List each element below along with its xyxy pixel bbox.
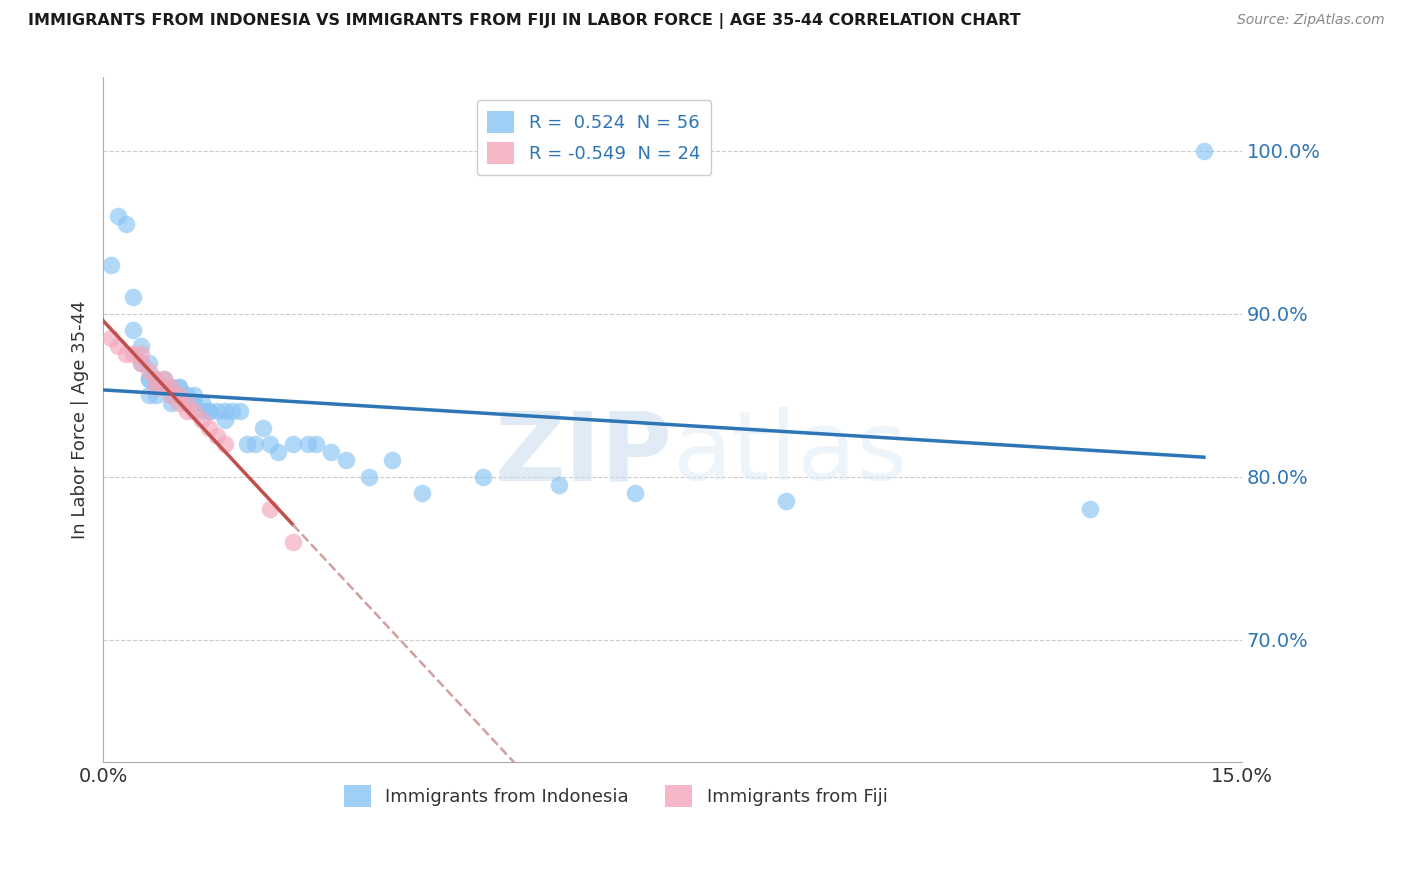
Point <box>145 388 167 402</box>
Text: IMMIGRANTS FROM INDONESIA VS IMMIGRANTS FROM FIJI IN LABOR FORCE | AGE 35-44 COR: IMMIGRANTS FROM INDONESIA VS IMMIGRANTS … <box>28 13 1021 29</box>
Text: atlas: atlas <box>672 408 908 500</box>
Point <box>167 396 190 410</box>
Y-axis label: In Labor Force | Age 35-44: In Labor Force | Age 35-44 <box>72 301 89 539</box>
Point <box>153 380 176 394</box>
Point <box>167 388 190 402</box>
Point <box>122 323 145 337</box>
Point <box>129 355 152 369</box>
Point <box>160 380 183 394</box>
Point <box>145 380 167 394</box>
Point <box>176 396 198 410</box>
Point <box>243 437 266 451</box>
Point <box>229 404 252 418</box>
Point <box>183 396 205 410</box>
Point <box>153 380 176 394</box>
Point <box>160 380 183 394</box>
Point <box>191 404 214 418</box>
Point <box>145 372 167 386</box>
Point <box>252 421 274 435</box>
Text: Source: ZipAtlas.com: Source: ZipAtlas.com <box>1237 13 1385 28</box>
Point <box>198 404 221 418</box>
Point <box>107 209 129 223</box>
Point <box>214 412 236 426</box>
Point <box>259 437 281 451</box>
Point <box>176 388 198 402</box>
Point <box>775 494 797 508</box>
Point <box>411 486 433 500</box>
Point <box>122 290 145 304</box>
Point <box>297 437 319 451</box>
Point <box>335 453 357 467</box>
Point <box>107 339 129 353</box>
Point <box>100 258 122 272</box>
Point <box>153 372 176 386</box>
Point <box>160 388 183 402</box>
Point <box>198 421 221 435</box>
Point <box>205 404 228 418</box>
Point <box>236 437 259 451</box>
Point <box>547 477 569 491</box>
Legend: Immigrants from Indonesia, Immigrants from Fiji: Immigrants from Indonesia, Immigrants fr… <box>336 778 894 814</box>
Point <box>183 388 205 402</box>
Point <box>357 469 380 483</box>
Point <box>167 380 190 394</box>
Point <box>153 380 176 394</box>
Point <box>281 437 304 451</box>
Point <box>198 404 221 418</box>
Point <box>259 502 281 516</box>
Point <box>281 534 304 549</box>
Point <box>160 380 183 394</box>
Point <box>176 404 198 418</box>
Point <box>129 347 152 361</box>
Point <box>138 388 160 402</box>
Point <box>100 331 122 345</box>
Point <box>122 347 145 361</box>
Point <box>205 429 228 443</box>
Point <box>214 404 236 418</box>
Point <box>1192 144 1215 158</box>
Point <box>115 347 138 361</box>
Point <box>129 355 152 369</box>
Point <box>115 217 138 231</box>
Point <box>129 339 152 353</box>
Point <box>191 412 214 426</box>
Point <box>145 380 167 394</box>
Point <box>1078 502 1101 516</box>
Point <box>160 388 183 402</box>
Point <box>138 355 160 369</box>
Point <box>305 437 328 451</box>
Point <box>153 372 176 386</box>
Point <box>267 445 290 459</box>
Point <box>381 453 404 467</box>
Point <box>191 396 214 410</box>
Point <box>138 372 160 386</box>
Point <box>319 445 342 459</box>
Point <box>138 372 160 386</box>
Point <box>145 372 167 386</box>
Point <box>167 380 190 394</box>
Point <box>167 388 190 402</box>
Point <box>214 437 236 451</box>
Text: ZIP: ZIP <box>495 408 672 500</box>
Point <box>160 396 183 410</box>
Point <box>471 469 494 483</box>
Point <box>138 364 160 378</box>
Point <box>623 486 645 500</box>
Point <box>176 396 198 410</box>
Point <box>183 404 205 418</box>
Point <box>221 404 243 418</box>
